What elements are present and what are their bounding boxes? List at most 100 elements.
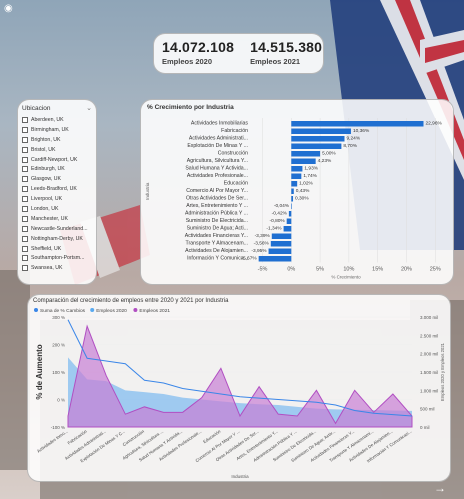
- checkbox[interactable]: [22, 136, 28, 143]
- slicer-item[interactable]: Leeds-Bradford, UK: [22, 184, 92, 194]
- slicer-item[interactable]: Brighton, UK: [22, 135, 92, 145]
- kpi-empleos-2021: 14.515.380 Empleos 2021: [250, 39, 322, 68]
- slicer-item[interactable]: Edinburgh, UK: [22, 164, 92, 174]
- bar: [291, 121, 424, 127]
- category-label: Actividades Inmobiliarias: [191, 121, 248, 127]
- slicer-item[interactable]: Manchester, UK: [22, 214, 92, 224]
- data-label: 1,93%: [304, 166, 318, 172]
- checkbox[interactable]: [22, 255, 28, 262]
- slicer-list: Aberdeen, UK Birmingham, UK Brighton, UK Br…: [22, 115, 92, 273]
- slicer-item-label: Aberdeen, UK: [31, 116, 64, 123]
- slicer-item[interactable]: London, UK: [22, 204, 92, 214]
- slicer-item-label: Cardiff-Newport, UK: [31, 156, 78, 163]
- chevron-down-icon[interactable]: ⌄: [86, 105, 92, 112]
- growth-bar-chart: -5% 0% 5% 10% 15% 20% 25% % Crecimiento Industri…: [145, 118, 443, 280]
- checkbox[interactable]: [22, 196, 28, 203]
- checkbox[interactable]: [22, 126, 28, 133]
- slicer-item[interactable]: Newcastle-Sunderland...: [22, 224, 92, 234]
- slicer-item[interactable]: Swansea, UK: [22, 263, 92, 273]
- globe-icon[interactable]: ◉: [4, 3, 13, 14]
- chart-title: Comparación del crecimiento de empleos e…: [33, 298, 229, 304]
- bar: [291, 181, 298, 187]
- y2-tick-label: 500 mil: [420, 407, 435, 412]
- category-label: Agricultura, Silvicultura Y...: [187, 158, 248, 164]
- comparison-chart: Suma de % Cambios Empleos 2020 Empleos 202…: [34, 308, 445, 479]
- slicer-item-label: Newcastle-Sunderland...: [31, 225, 88, 232]
- checkbox[interactable]: [22, 215, 28, 222]
- category-label: Salud Humana Y Activida...: [185, 166, 248, 172]
- data-label: 0,43%: [296, 188, 310, 194]
- checkbox[interactable]: [22, 235, 28, 242]
- x-tick-label: Actividades Inmo...: [36, 429, 69, 454]
- growth-bar-chart-panel: % Crecimiento por Industria -5% 0% 5% 10% 15…: [140, 99, 454, 285]
- checkbox[interactable]: [22, 116, 28, 123]
- category-label: Explotación De Minas Y ...: [187, 143, 248, 149]
- checkbox[interactable]: [22, 265, 28, 272]
- slicer-item-label: Glasgow, UK: [31, 176, 61, 183]
- bar: [291, 166, 303, 172]
- checkbox[interactable]: [22, 205, 28, 212]
- checkbox[interactable]: [22, 225, 28, 232]
- slicer-title: Ubicacion: [22, 104, 51, 112]
- category-label: Actividades Profesionale...: [187, 173, 248, 179]
- data-label: 9,24%: [347, 136, 361, 142]
- checkbox[interactable]: [22, 156, 28, 163]
- bar: [291, 188, 294, 194]
- x-tick-label: 5%: [316, 267, 324, 273]
- y-tick-label: -100 %: [51, 425, 65, 430]
- slicer-item[interactable]: Southampton-Portsm...: [22, 253, 92, 263]
- slicer-item[interactable]: Cardiff-Newport, UK: [22, 155, 92, 165]
- slicer-item-label: Leeds-Bradford, UK: [31, 186, 77, 193]
- category-label: Fabricación: [221, 128, 248, 134]
- bar: [291, 158, 316, 164]
- arrow-right-icon[interactable]: →: [434, 481, 446, 495]
- bar: [291, 128, 351, 134]
- category-label: Artes, Entretenimiento Y ...: [186, 203, 248, 209]
- slicer-item[interactable]: Nottingham-Derby, UK: [22, 234, 92, 244]
- category-label: Actividades De Alojamien...: [185, 248, 248, 254]
- kpi-value: 14.072.108: [162, 39, 235, 55]
- bar: [291, 173, 302, 179]
- checkbox[interactable]: [22, 176, 28, 183]
- slicer-item[interactable]: Sheffield, UK: [22, 244, 92, 254]
- slicer-item[interactable]: Birmingham, UK: [22, 125, 92, 135]
- data-label: -1,34%: [266, 226, 282, 232]
- y2-tick-label: 0 mil: [420, 425, 430, 430]
- y-axis-label: Industria: [145, 182, 150, 200]
- y-tick-label: 300 %: [52, 315, 65, 320]
- kpi-empleos-2020: 14.072.108 Empleos 2020: [162, 39, 234, 68]
- x-axis-label: % Crecimiento: [331, 275, 361, 280]
- data-label: 1,74%: [303, 173, 317, 179]
- checkbox[interactable]: [22, 146, 28, 153]
- x-tick-label: 0%: [287, 267, 295, 273]
- slicer-item[interactable]: Glasgow, UK: [22, 174, 92, 184]
- slicer-header[interactable]: Ubicacion ⌄: [22, 104, 92, 113]
- y-tick-label: 100 %: [52, 370, 65, 375]
- data-label: -3,95%: [251, 248, 267, 254]
- slicer-item[interactable]: Bristol, UK: [22, 145, 92, 155]
- y2-axis-label: Empleos 2020 y Empleos 2021: [440, 342, 445, 401]
- category-label: Suministro De Electricida...: [186, 218, 248, 224]
- series-area-empleos-2021: [67, 324, 413, 428]
- bar: [271, 233, 292, 239]
- data-label: -0,42%: [272, 211, 288, 217]
- category-label: Transporte Y Almacenam...: [186, 241, 248, 247]
- slicer-item-label: Brighton, UK: [31, 136, 61, 143]
- bar: [291, 151, 321, 157]
- checkbox[interactable]: [22, 245, 28, 252]
- bar: [283, 226, 292, 232]
- kpi-label: Empleos 2021: [250, 57, 301, 66]
- slicer-item[interactable]: Liverpool, UK: [22, 194, 92, 204]
- x-tick-label: -5%: [258, 267, 268, 273]
- slicer-item[interactable]: Aberdeen, UK: [22, 115, 92, 125]
- checkbox[interactable]: [22, 186, 28, 193]
- checkbox[interactable]: [22, 166, 28, 173]
- bar: [258, 256, 292, 262]
- y2-tick-label: 2.000 mil: [420, 352, 438, 357]
- y-tick-label: 0 %: [57, 398, 65, 403]
- data-label: 0,30%: [295, 196, 309, 202]
- data-label: 5,00%: [322, 151, 336, 157]
- category-label: Comercio Al Por Mayor Y...: [186, 188, 248, 194]
- data-label: 1,02%: [299, 181, 313, 187]
- chart-title: % Crecimiento por Industria: [147, 104, 234, 111]
